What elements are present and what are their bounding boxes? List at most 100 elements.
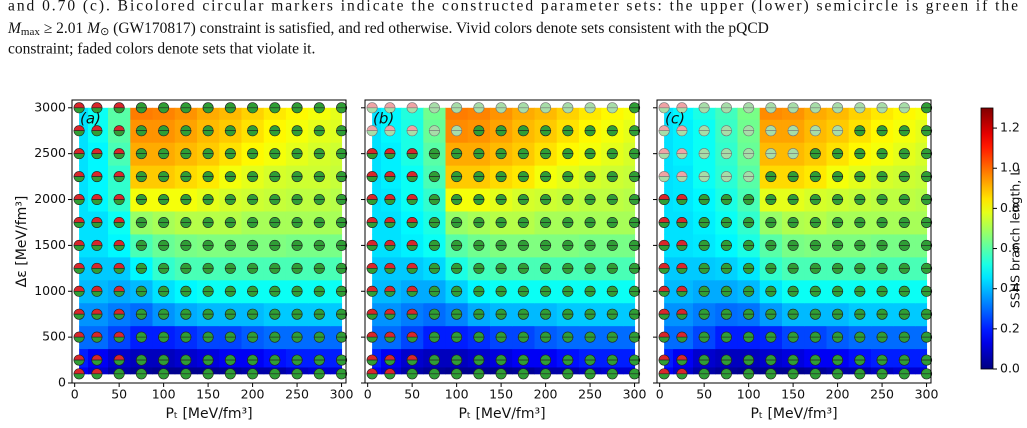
- marker: [921, 102, 933, 114]
- marker-lower: [787, 107, 799, 114]
- marker: [787, 171, 799, 183]
- marker: [313, 262, 325, 274]
- marker-lower: [809, 176, 821, 183]
- marker-lower: [720, 359, 732, 366]
- marker-lower: [921, 373, 933, 380]
- marker-lower: [720, 130, 732, 137]
- marker-lower: [898, 359, 910, 366]
- marker: [202, 285, 214, 297]
- marker: [876, 217, 888, 228]
- marker-lower: [765, 199, 777, 205]
- marker: [854, 331, 866, 343]
- marker-lower: [473, 290, 485, 297]
- marker: [135, 308, 147, 320]
- marker-lower: [787, 130, 799, 137]
- marker: [517, 368, 529, 380]
- y-tick-label: 2500: [34, 145, 66, 160]
- marker: [384, 285, 396, 297]
- heat-cell: [578, 107, 602, 120]
- marker-lower: [224, 290, 236, 297]
- marker: [158, 262, 170, 274]
- marker-lower: [765, 313, 777, 320]
- marker: [832, 194, 844, 205]
- marker: [629, 285, 641, 297]
- marker-lower: [765, 245, 777, 251]
- x-axis-label: Pₜ [MeV/fm³]: [750, 406, 837, 422]
- marker-lower: [113, 176, 125, 183]
- marker-lower: [876, 373, 888, 380]
- marker: [224, 331, 236, 343]
- marker-lower: [495, 153, 507, 160]
- marker-lower: [135, 245, 147, 251]
- marker-upper: [606, 102, 618, 109]
- marker-lower: [384, 199, 396, 205]
- marker-lower: [384, 268, 396, 274]
- marker: [224, 125, 236, 137]
- marker-lower: [676, 199, 688, 205]
- marker-lower: [406, 359, 418, 366]
- x-tick-label: 50: [111, 387, 127, 402]
- marker: [606, 239, 618, 251]
- marker-lower: [313, 313, 325, 320]
- marker-lower: [291, 199, 303, 205]
- marker-lower: [809, 153, 821, 160]
- caption-line: Mmax ≥ 2.01 M⊙ (GW170817) constraint is …: [7, 20, 769, 38]
- marker: [876, 148, 888, 160]
- marker-lower: [898, 268, 910, 274]
- marker-lower: [584, 153, 596, 160]
- marker-lower: [313, 107, 325, 114]
- marker-lower: [658, 130, 670, 137]
- marker: [720, 125, 732, 137]
- marker-lower: [451, 268, 463, 274]
- marker: [180, 171, 192, 183]
- marker-lower: [91, 268, 103, 274]
- marker: [584, 308, 596, 320]
- marker: [135, 331, 147, 343]
- marker-lower: [113, 245, 125, 251]
- heat-cell: [330, 107, 343, 120]
- marker-lower: [676, 313, 688, 320]
- marker: [247, 354, 259, 366]
- marker-lower: [473, 130, 485, 137]
- marker: [473, 171, 485, 183]
- marker: [898, 217, 910, 228]
- heat-cell: [174, 107, 198, 120]
- marker: [898, 239, 910, 251]
- marker-lower: [313, 373, 325, 380]
- marker: [606, 217, 618, 228]
- marker: [473, 217, 485, 228]
- marker: [247, 171, 259, 183]
- marker-lower: [269, 245, 281, 251]
- marker-lower: [765, 130, 777, 137]
- marker: [562, 102, 574, 114]
- marker-lower: [473, 222, 485, 228]
- marker-lower: [313, 290, 325, 297]
- marker: [180, 194, 192, 205]
- marker: [606, 331, 618, 343]
- marker: [336, 194, 348, 205]
- heat-cell: [601, 107, 624, 120]
- marker: [158, 354, 170, 366]
- x-tick-label: 300: [330, 387, 354, 402]
- marker-lower: [658, 373, 670, 380]
- marker: [180, 285, 192, 297]
- marker: [765, 148, 777, 160]
- marker: [384, 354, 396, 366]
- marker-lower: [291, 290, 303, 297]
- marker-lower: [584, 245, 596, 251]
- heat-cell: [915, 366, 928, 375]
- marker-lower: [158, 336, 170, 343]
- marker: [495, 368, 507, 380]
- marker-upper: [540, 102, 552, 109]
- heat-cell: [715, 107, 739, 120]
- marker: [854, 368, 866, 380]
- marker: [291, 368, 303, 380]
- heat-cell: [489, 107, 513, 120]
- marker: [658, 354, 670, 366]
- caption-text: max: [21, 26, 40, 38]
- heat-cell: [308, 107, 331, 120]
- marker-lower: [158, 176, 170, 183]
- marker: [224, 239, 236, 251]
- marker: [180, 125, 192, 137]
- marker-lower: [658, 313, 670, 320]
